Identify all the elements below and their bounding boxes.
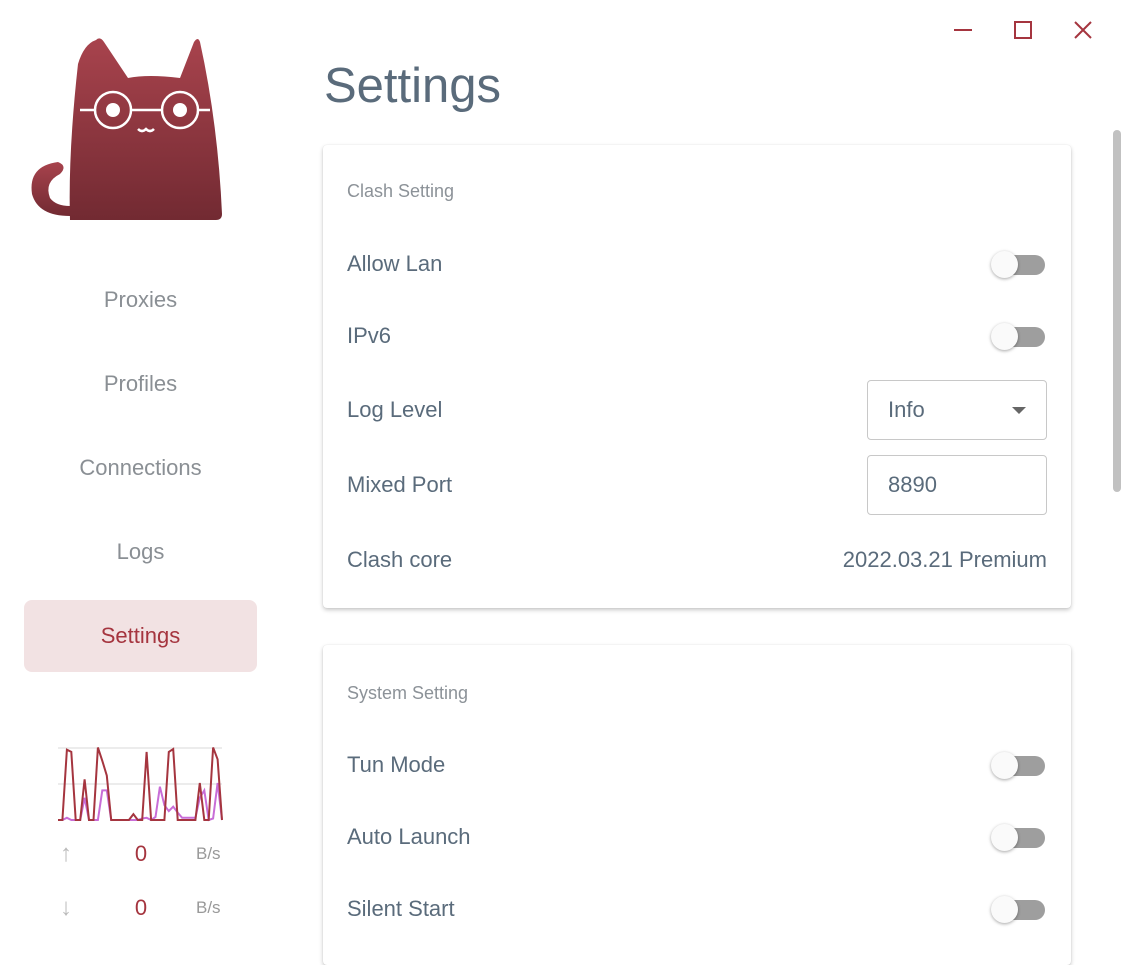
clash-core-version: 2022.03.21 Premium (842, 547, 1047, 572)
row-label: Silent Start (347, 896, 455, 921)
minimize-icon (954, 29, 972, 31)
auto-launch-toggle[interactable] (991, 822, 1047, 852)
mixed-port-input[interactable]: 8890 (867, 455, 1047, 515)
upload-value: 0 (134, 841, 148, 866)
sidebar-item-connections[interactable]: Connections (79, 455, 202, 480)
download-speed: ↓ 0 B/s (60, 893, 230, 923)
close-icon (1074, 21, 1092, 39)
auto-launch-row: Auto Launch (347, 812, 1047, 862)
traffic-graph (58, 747, 223, 822)
arrow-up-icon: ↑ (60, 840, 72, 867)
ipv6-row: IPv6 (347, 311, 1047, 361)
row-label: Auto Launch (347, 824, 471, 849)
sidebar-item-settings[interactable]: Settings (24, 600, 257, 672)
sidebar-item-logs[interactable]: Logs (116, 539, 165, 564)
silent-start-row: Silent Start (347, 884, 1047, 934)
row-label: Mixed Port (347, 472, 453, 497)
ipv6-toggle[interactable] (991, 321, 1047, 351)
card-title: System Setting (347, 683, 469, 703)
allow-lan-row: Allow Lan (347, 239, 1047, 289)
row-label: Allow Lan (347, 251, 443, 276)
close-button[interactable] (1063, 14, 1103, 46)
row-label: Clash core (347, 547, 453, 572)
card-title: Clash Setting (347, 181, 455, 201)
system-setting-card: System Setting Tun Mode Auto Launch Sile… (323, 645, 1071, 965)
upload-speed: ↑ 0 B/s (60, 839, 230, 869)
maximize-button[interactable] (1003, 14, 1043, 46)
cat-logo (31, 38, 222, 221)
clash-core-row: Clash core 2022.03.21 Premium (347, 535, 1047, 585)
upload-series-line (58, 747, 223, 821)
tun-mode-toggle[interactable] (991, 750, 1047, 780)
mixed-port-value: 8890 (888, 472, 937, 497)
tun-mode-row: Tun Mode (347, 740, 1047, 790)
allow-lan-toggle[interactable] (991, 249, 1047, 279)
log-level-select[interactable]: Info (867, 380, 1047, 440)
row-label: Log Level (347, 397, 443, 422)
log-level-value: Info (888, 397, 925, 422)
sidebar-item-proxies[interactable]: Proxies (103, 287, 178, 312)
download-value: 0 (134, 895, 148, 920)
chevron-down-icon (1012, 406, 1026, 414)
minimize-button[interactable] (943, 14, 983, 46)
mixed-port-row: Mixed Port 8890 (347, 455, 1047, 515)
sidebar: Proxies Profiles Connections Logs Settin… (0, 0, 280, 937)
row-label: IPv6 (347, 323, 392, 348)
silent-start-toggle[interactable] (991, 894, 1047, 924)
clash-setting-card: Clash Setting Allow Lan IPv6 Log Level In… (323, 145, 1071, 608)
scrollbar[interactable] (1113, 130, 1121, 492)
download-unit: B/s (196, 898, 221, 917)
sidebar-item-profiles[interactable]: Profiles (103, 371, 178, 396)
upload-unit: B/s (196, 844, 221, 863)
arrow-down-icon: ↓ (60, 894, 72, 921)
log-level-row: Log Level Info (347, 380, 1047, 440)
row-label: Tun Mode (347, 752, 446, 777)
maximize-icon (1014, 21, 1032, 39)
page-title: Settings (324, 59, 502, 113)
